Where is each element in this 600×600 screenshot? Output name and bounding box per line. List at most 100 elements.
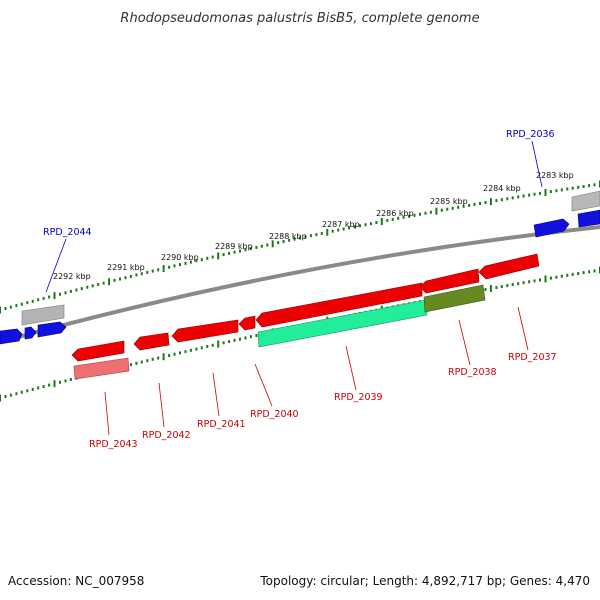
outer-minor-tick (189, 260, 192, 264)
label-leaders (45, 140, 543, 436)
gene-blue-left-1[interactable] (0, 328, 23, 345)
forward-genes (0, 190, 600, 345)
kbp-label-2284: 2284 kbp (483, 184, 521, 193)
gene-grey-2036[interactable] (571, 190, 600, 212)
outer-minor-tick (222, 253, 225, 257)
outer-minor-tick (528, 193, 531, 197)
inner-minor-tick (151, 357, 154, 361)
gene-label-rpd-2039[interactable]: RPD_2039 (334, 392, 383, 403)
inner-minor-tick (560, 274, 563, 278)
gene-blue-right-1[interactable] (533, 218, 570, 238)
inner-minor-tick (59, 380, 61, 384)
gene-label-rpd-2044[interactable]: RPD_2044 (43, 227, 92, 238)
inner-minor-tick (173, 352, 176, 356)
outer-minor-tick (140, 272, 143, 276)
outer-minor-tick (413, 213, 416, 217)
outer-minor-tick (4, 307, 7, 310)
inner-minor-tick (195, 347, 198, 351)
gene-label-rpd-2043[interactable]: RPD_2043 (89, 439, 138, 450)
accession-text: Accession: NC_007958 (8, 574, 145, 588)
outer-major-tick (435, 207, 438, 215)
gene-red-2041[interactable] (171, 319, 239, 343)
kbp-label-2285: 2285 kbp (430, 197, 468, 206)
outer-minor-tick (473, 202, 476, 206)
outer-minor-tick (244, 248, 247, 252)
gene-grey-2044[interactable] (21, 304, 65, 326)
outer-minor-tick (15, 304, 18, 308)
outer-minor-tick (266, 243, 269, 247)
inner-minor-tick (255, 334, 258, 337)
inner-major-tick (544, 275, 547, 283)
outer-minor-tick (506, 197, 509, 201)
gene-label-rpd-2038[interactable]: RPD_2038 (448, 367, 497, 378)
gene-red-2037[interactable] (478, 253, 540, 280)
inner-minor-tick (233, 338, 236, 342)
gene-red-2042[interactable] (133, 332, 170, 351)
gene-pink-2043[interactable] (73, 357, 130, 380)
outer-minor-tick (582, 185, 585, 188)
outer-minor-tick (479, 201, 481, 205)
inner-minor-tick (549, 276, 552, 280)
outer-minor-tick (37, 298, 40, 302)
inner-minor-tick (484, 288, 487, 291)
gene-blue-right-2[interactable] (577, 209, 600, 228)
inner-major-tick (489, 285, 492, 292)
outer-minor-tick (69, 289, 72, 293)
inner-minor-tick (146, 359, 149, 363)
outer-major-tick (0, 306, 1, 314)
outer-minor-tick (402, 215, 405, 219)
topology-summary: Topology: circular; Length: 4,892,717 bp… (260, 574, 590, 588)
inner-minor-tick (26, 389, 29, 393)
inner-minor-tick (239, 337, 241, 341)
gene-cyan-2039[interactable] (257, 299, 428, 348)
inner-minor-tick (495, 286, 498, 289)
inner-minor-tick (222, 341, 225, 345)
gene-red-2038[interactable] (419, 268, 480, 294)
outer-minor-tick (511, 196, 514, 200)
inner-major-tick (162, 353, 165, 361)
gene-label-rpd-2042[interactable]: RPD_2042 (142, 430, 191, 441)
outer-minor-tick (533, 192, 536, 196)
inner-minor-tick (500, 285, 503, 289)
outer-major-tick (217, 252, 220, 260)
inner-minor-tick (593, 269, 596, 273)
outer-minor-tick (555, 189, 558, 193)
gene-red-2039[interactable] (255, 282, 423, 328)
inner-minor-tick (522, 281, 525, 285)
outer-minor-tick (391, 217, 394, 221)
leader-2040 (254, 363, 273, 407)
outer-minor-tick (195, 259, 198, 263)
gene-label-rpd-2040[interactable]: RPD_2040 (250, 409, 299, 420)
outer-major-tick (162, 265, 165, 272)
inner-minor-tick (566, 273, 569, 277)
outer-minor-tick (539, 191, 541, 195)
outer-minor-tick (179, 263, 181, 267)
outer-minor-tick (151, 269, 154, 273)
outer-minor-tick (304, 235, 307, 239)
outer-minor-tick (277, 241, 280, 245)
outer-major-tick (53, 292, 56, 300)
gene-label-rpd-2037[interactable]: RPD_2037 (508, 352, 557, 363)
leader-2044 (45, 238, 67, 293)
outer-minor-tick (353, 225, 356, 229)
outer-minor-tick (206, 256, 209, 260)
gene-red-2043[interactable] (71, 340, 125, 362)
outer-minor-tick (260, 244, 263, 248)
outer-minor-tick (446, 207, 449, 211)
outer-minor-tick (157, 268, 160, 272)
inner-minor-tick (528, 280, 531, 284)
gene-label-rpd-2036[interactable]: RPD_2036 (506, 129, 555, 140)
gene-red-2040[interactable] (238, 315, 256, 331)
gene-olive-2038[interactable] (423, 284, 486, 313)
inner-minor-tick (511, 283, 514, 287)
outer-minor-tick (239, 249, 241, 253)
outer-minor-tick (337, 228, 340, 232)
outer-minor-tick (369, 222, 372, 226)
outer-minor-tick (457, 205, 460, 209)
gene-blue-left-3[interactable] (37, 321, 67, 338)
gene-blue-left-2[interactable] (24, 326, 37, 340)
outer-minor-tick (173, 264, 176, 268)
gene-label-rpd-2041[interactable]: RPD_2041 (197, 419, 246, 430)
outer-minor-tick (315, 233, 318, 237)
